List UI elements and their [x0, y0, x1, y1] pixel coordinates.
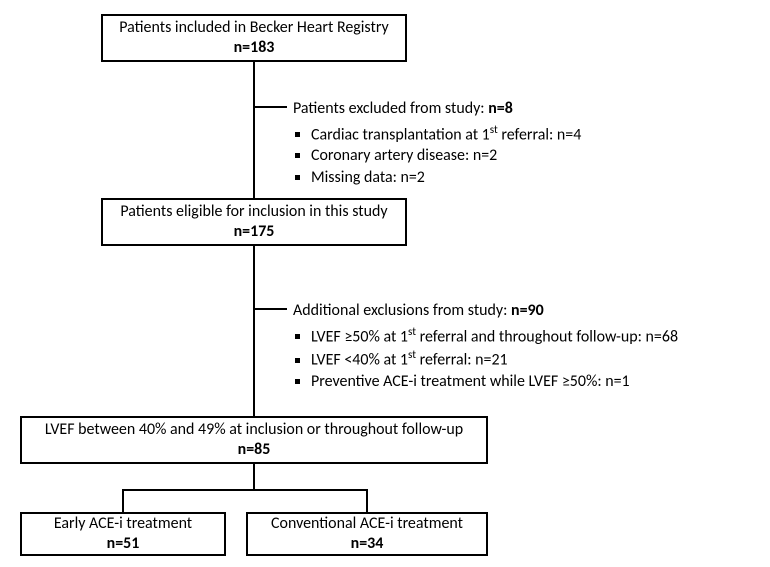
exclusion-title-text: Patients excluded from study: — [293, 99, 488, 118]
flow-box-eligible: Patients eligible for inclusion in this … — [101, 198, 407, 246]
exclusion-list: LVEF ≥50% at 1st referral and throughout… — [293, 324, 763, 393]
box-count: n=175 — [234, 222, 275, 242]
flowchart-canvas: { "layout": { "canvas": { "width": 770, … — [0, 0, 770, 567]
flow-box-registry: Patients included in Becker Heart Regist… — [101, 14, 407, 62]
flow-box-lvef-range: LVEF between 40% and 49% at inclusion or… — [20, 416, 488, 464]
exclusion-list: Cardiac transplantation at 1st referral:… — [293, 122, 723, 189]
flow-box-early-ace: Early ACE-i treatment n=51 — [20, 512, 226, 556]
exclusion-item: LVEF ≥50% at 1st referral and throughout… — [311, 324, 763, 348]
exclusion-item: Coronary artery disease: n=2 — [311, 145, 723, 167]
exclusion-note-1: Patients excluded from study: n=8 Cardia… — [293, 98, 723, 188]
box-count: n=34 — [351, 534, 384, 554]
box-count: n=51 — [107, 534, 140, 554]
exclusion-note-2: Additional exclusions from study: n=90 L… — [293, 300, 763, 393]
box-text: Patients included in Becker Heart Regist… — [119, 18, 388, 38]
box-text: Conventional ACE-i treatment — [271, 514, 463, 534]
flow-box-conv-ace: Conventional ACE-i treatment n=34 — [246, 512, 488, 556]
exclusion-item: Preventive ACE-i treatment while LVEF ≥5… — [311, 371, 763, 393]
exclusion-title: Patients excluded from study: n=8 — [293, 98, 723, 120]
exclusion-item: LVEF <40% at 1st referral: n=21 — [311, 347, 763, 371]
exclusion-item: Missing data: n=2 — [311, 167, 723, 189]
exclusion-title: Additional exclusions from study: n=90 — [293, 300, 763, 322]
connector-lines — [0, 0, 770, 567]
exclusion-item: Cardiac transplantation at 1st referral:… — [311, 122, 723, 146]
box-text: LVEF between 40% and 49% at inclusion or… — [45, 420, 463, 440]
exclusion-title-count: n=90 — [511, 301, 544, 320]
exclusion-title-count: n=8 — [488, 99, 513, 118]
box-text: Patients eligible for inclusion in this … — [120, 202, 387, 222]
exclusion-title-text: Additional exclusions from study: — [293, 301, 511, 320]
box-count: n=85 — [238, 440, 271, 460]
box-count: n=183 — [234, 38, 275, 58]
box-text: Early ACE-i treatment — [54, 514, 192, 534]
